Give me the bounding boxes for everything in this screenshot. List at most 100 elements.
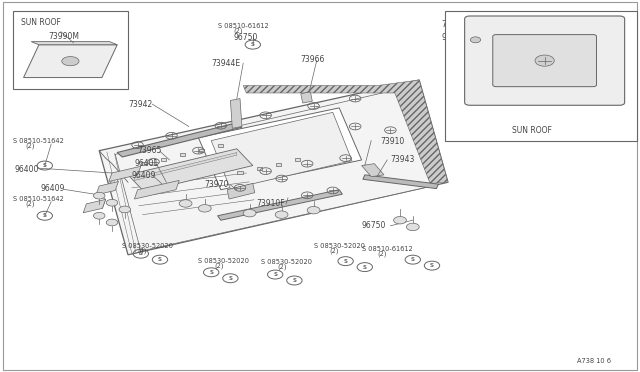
Polygon shape — [211, 112, 352, 189]
Text: S 08510-61612: S 08510-61612 — [362, 246, 412, 252]
Bar — [445, 11, 637, 141]
Text: 73966: 73966 — [301, 55, 325, 64]
Polygon shape — [117, 123, 242, 157]
Text: 96400: 96400 — [14, 165, 38, 174]
Text: S: S — [344, 259, 348, 264]
Polygon shape — [362, 164, 384, 177]
Polygon shape — [227, 183, 255, 199]
Text: 96411X: 96411X — [442, 33, 471, 42]
Text: S: S — [251, 42, 255, 47]
Text: 73970: 73970 — [205, 180, 229, 189]
Text: S: S — [139, 251, 143, 256]
Polygon shape — [134, 153, 237, 180]
Text: S: S — [292, 278, 296, 283]
Polygon shape — [24, 45, 117, 78]
Text: S: S — [43, 163, 47, 168]
Circle shape — [307, 206, 320, 214]
Circle shape — [119, 206, 131, 213]
Polygon shape — [243, 80, 448, 183]
Text: 73943: 73943 — [390, 155, 415, 164]
Text: 73910: 73910 — [533, 76, 557, 85]
Text: (2): (2) — [234, 27, 243, 34]
Text: 96750: 96750 — [234, 33, 258, 42]
Circle shape — [179, 200, 192, 207]
Text: (2): (2) — [277, 264, 287, 270]
Text: S 08510-61612: S 08510-61612 — [218, 23, 268, 29]
Bar — [13, 11, 128, 89]
Text: 73959: 73959 — [554, 21, 579, 30]
Text: (2): (2) — [26, 143, 35, 150]
Circle shape — [470, 37, 481, 43]
Circle shape — [106, 219, 118, 226]
Text: 73965: 73965 — [138, 146, 162, 155]
Polygon shape — [96, 182, 118, 195]
Text: (2): (2) — [214, 263, 224, 269]
Polygon shape — [31, 42, 117, 45]
Text: S 08530-52020: S 08530-52020 — [122, 243, 173, 248]
Polygon shape — [99, 80, 448, 255]
Polygon shape — [230, 99, 242, 128]
Text: S 08510-51642: S 08510-51642 — [13, 196, 63, 202]
Polygon shape — [109, 166, 141, 182]
Text: S: S — [228, 276, 232, 281]
Text: (4): (4) — [138, 247, 147, 254]
Text: 96401: 96401 — [134, 159, 159, 168]
FancyBboxPatch shape — [493, 35, 596, 87]
Text: S: S — [363, 264, 367, 270]
Circle shape — [406, 223, 419, 231]
Text: S 08530-52020: S 08530-52020 — [198, 258, 250, 264]
Polygon shape — [363, 175, 438, 189]
Text: 96409: 96409 — [40, 184, 65, 193]
Ellipse shape — [62, 57, 79, 66]
Polygon shape — [301, 92, 312, 103]
Text: S: S — [411, 257, 415, 262]
Text: 96750: 96750 — [362, 221, 386, 230]
Text: S 08530-52020: S 08530-52020 — [314, 243, 365, 248]
Circle shape — [93, 192, 105, 199]
Text: SUN ROOF: SUN ROOF — [512, 126, 552, 135]
Text: 73990M: 73990M — [48, 32, 79, 41]
Bar — [257, 167, 262, 170]
Text: (2): (2) — [26, 201, 35, 207]
Text: S 08530-52020: S 08530-52020 — [261, 259, 312, 265]
Circle shape — [93, 212, 105, 219]
Polygon shape — [128, 149, 253, 192]
Circle shape — [198, 205, 211, 212]
FancyBboxPatch shape — [465, 16, 625, 105]
Polygon shape — [218, 190, 342, 220]
Bar — [180, 153, 185, 156]
Bar — [295, 158, 300, 161]
Bar — [276, 163, 281, 166]
Bar — [199, 149, 204, 152]
Bar — [218, 144, 223, 147]
Text: (2): (2) — [330, 247, 339, 254]
Circle shape — [106, 199, 118, 206]
Circle shape — [535, 55, 554, 66]
Text: S 08510-51642: S 08510-51642 — [13, 138, 63, 144]
Circle shape — [243, 209, 256, 217]
Polygon shape — [198, 108, 362, 190]
Text: (2): (2) — [378, 251, 387, 257]
Text: S: S — [273, 272, 277, 277]
Text: 73910V: 73910V — [442, 20, 471, 29]
Circle shape — [275, 211, 288, 218]
Polygon shape — [83, 199, 106, 213]
Text: SUN ROOF: SUN ROOF — [21, 18, 61, 27]
Text: 96411X: 96411X — [499, 54, 528, 62]
Text: S: S — [43, 213, 47, 218]
Polygon shape — [115, 87, 432, 251]
Circle shape — [394, 217, 406, 224]
Bar — [161, 158, 166, 161]
Bar — [237, 171, 243, 174]
Text: 73942: 73942 — [128, 100, 152, 109]
Text: 73944E: 73944E — [211, 59, 241, 68]
Bar — [141, 162, 147, 165]
Text: A738 10 6: A738 10 6 — [577, 358, 611, 364]
Polygon shape — [134, 180, 179, 199]
Text: 96409: 96409 — [131, 171, 156, 180]
Text: S: S — [209, 270, 213, 275]
Text: S: S — [430, 263, 434, 268]
Text: 73910: 73910 — [381, 137, 405, 146]
Text: S: S — [158, 257, 162, 262]
Text: 73910F: 73910F — [256, 199, 285, 208]
